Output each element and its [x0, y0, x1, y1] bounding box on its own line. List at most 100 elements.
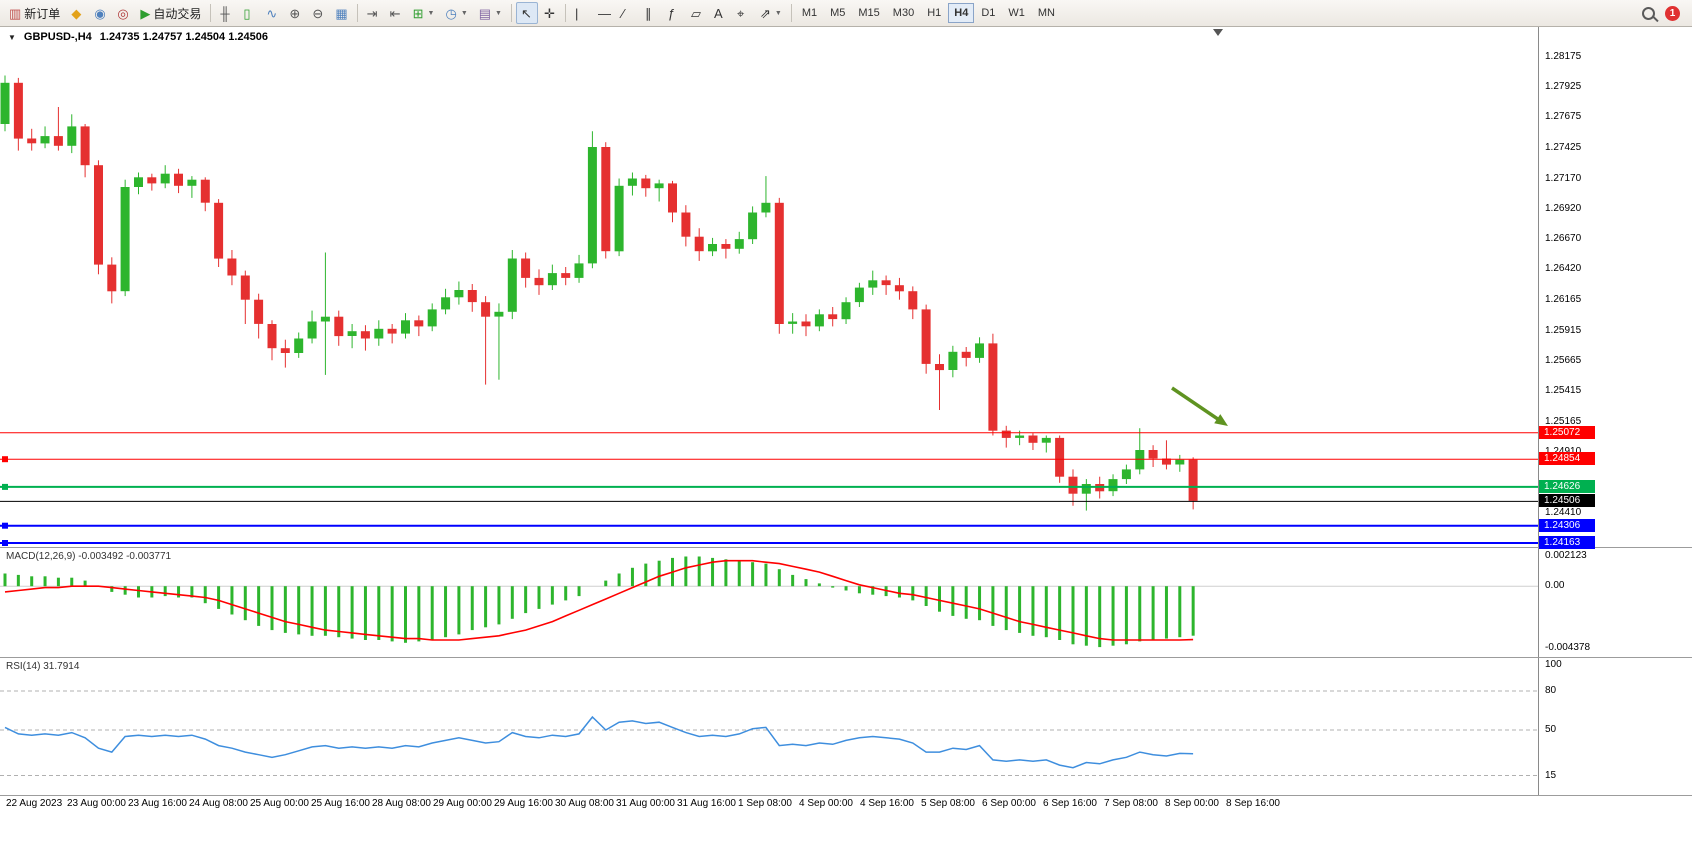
autotrading-button[interactable]: ▶ 自动交易 — [135, 2, 206, 24]
data-window-icon: ◉ — [94, 5, 106, 21]
rsi-axis-label: 100 — [1545, 659, 1562, 670]
vertical-line-button[interactable]: | — [570, 2, 592, 24]
time-label: 31 Aug 16:00 — [677, 798, 736, 809]
time-label: 4 Sep 00:00 — [799, 798, 853, 809]
text-label-button[interactable]: ⌖ — [732, 2, 754, 24]
time-label: 25 Aug 16:00 — [311, 798, 370, 809]
arrow-object-head[interactable] — [1214, 414, 1228, 426]
fibonacci-button[interactable]: ƒ — [663, 2, 685, 24]
crosshair-icon: ✛ — [543, 5, 555, 21]
text-button[interactable]: A — [709, 2, 731, 24]
macd-axis-label: 0.00 — [1545, 580, 1565, 592]
line-anchor[interactable] — [2, 540, 8, 546]
templates-button[interactable]: ▤ ▼ — [474, 2, 507, 24]
price-tick: 1.27925 — [1545, 81, 1582, 92]
candles — [0, 75, 1198, 511]
vertical-line-icon: | — [574, 5, 579, 21]
line-anchor[interactable] — [2, 456, 8, 463]
cursor-icon: ↖ — [520, 5, 532, 21]
zoom-in-button[interactable]: ⊕ — [284, 2, 306, 24]
chart-shift-button[interactable]: ⇤ — [385, 2, 407, 24]
bar-chart-button[interactable]: ╫ — [215, 2, 237, 24]
symbol-period-label[interactable]: GBPUSD-,H4 — [23, 31, 92, 43]
price-badge: 1.25072 — [1539, 425, 1595, 439]
timeframe-m1-button[interactable]: M1 — [801, 7, 818, 19]
time-label: 31 Aug 00:00 — [616, 798, 675, 809]
time-axis[interactable]: 22 Aug 2023 23 Aug 00:00 23 Aug 16:00 24 Au… — [0, 798, 1692, 814]
market-icon: ◎ — [117, 5, 129, 21]
panel-splitter[interactable] — [0, 657, 1692, 658]
candlestick-chart[interactable] — [0, 27, 1538, 547]
toolbar-separator — [790, 4, 792, 22]
panel-splitter — [0, 795, 1692, 796]
timeframe-m30-button[interactable]: M30 — [892, 7, 915, 19]
shapes-icon: ▱ — [690, 5, 701, 21]
timeframe-h1-button[interactable]: H1 — [927, 7, 942, 19]
timeframe-m15-button[interactable]: M15 — [858, 7, 880, 19]
new-order-button[interactable]: ▥ 新订单 — [4, 2, 65, 24]
timeframe-m5-button[interactable]: M5 — [830, 7, 846, 19]
arrow-object-icon: ⇗ — [759, 5, 771, 21]
cursor-button[interactable]: ↖ — [515, 2, 538, 24]
price-axis[interactable]: 1.28175 1.27925 1.27675 1.27425 1.27170 1.269… — [1539, 0, 1692, 856]
price-badge: 1.24626 — [1539, 479, 1595, 493]
macd-indicator-label: MACD(12,26,9) -0.003492 -0.003771 — [6, 551, 172, 562]
auto-scroll-button[interactable]: ⇥ — [362, 2, 384, 24]
time-label: 30 Aug 08:00 — [555, 798, 614, 809]
data-window-button[interactable]: ◉ — [89, 2, 111, 24]
line-anchor[interactable] — [2, 522, 8, 529]
dropdown-caret-icon: ▼ — [774, 9, 782, 17]
time-label: 28 Aug 08:00 — [372, 798, 431, 809]
price-badge: 1.24506 — [1539, 494, 1595, 508]
tile-windows-button[interactable]: ▦ — [330, 2, 352, 24]
timeframe-w1-button[interactable]: W1 — [1008, 7, 1025, 19]
toolbar-separator — [356, 4, 358, 22]
time-label: 25 Aug 00:00 — [250, 798, 309, 809]
price-tick: 1.24410 — [1545, 507, 1582, 519]
profiles-icon: ◆ — [71, 5, 82, 21]
periods-button[interactable]: ◷ ▼ — [440, 2, 472, 24]
dropdown-caret-icon: ▼ — [460, 9, 468, 17]
trendline-button[interactable]: ∕ — [617, 2, 639, 24]
line-anchor[interactable] — [2, 483, 8, 490]
time-label: 6 Sep 16:00 — [1043, 798, 1097, 809]
time-label: 1 Sep 08:00 — [738, 798, 792, 809]
horizontal-line-button[interactable]: — — [593, 2, 616, 24]
text-label-icon: ⌖ — [736, 5, 745, 21]
rsi-panel[interactable] — [0, 658, 1538, 795]
line-chart-button[interactable]: ∿ — [261, 2, 283, 24]
rsi-line — [4, 715, 1194, 769]
timeframe-d1-button[interactable]: D1 — [981, 7, 996, 19]
new-chart-button[interactable]: ⊞ ▼ — [408, 2, 440, 24]
panel-splitter[interactable] — [0, 547, 1692, 548]
timeframe-h4-button[interactable]: H4 — [948, 3, 975, 23]
one-click-trading-arrow-icon[interactable]: ▼ — [8, 32, 16, 42]
toolbar-right: 1 — [1642, 5, 1688, 21]
time-label: 29 Aug 00:00 — [433, 798, 492, 809]
crosshair-button[interactable]: ✛ — [539, 2, 561, 24]
notification-badge[interactable]: 1 — [1665, 5, 1680, 21]
profiles-button[interactable]: ◆ — [66, 2, 88, 24]
channel-icon: ∥ — [644, 5, 652, 21]
toolbar-items: ▥ 新订单 ◆ ◉ ◎ ▶ 自动交易 ╫ ▯ ∿ ⊕ ⊖ ▦ ⇥ ⇤ ⊞ ▼ ◷ ▼ ▤ ▼ ↖ ✛ | — ∕ ∥ ƒ ▱ A ⌖ ⇗ ▼ M1… — [4, 2, 1061, 24]
search-icon[interactable] — [1642, 6, 1655, 20]
price-tick: 1.26165 — [1545, 294, 1582, 306]
timeframe-mn-button[interactable]: MN — [1037, 7, 1055, 19]
arrows-button[interactable]: ⇗ ▼ — [755, 2, 787, 24]
macd-panel[interactable] — [0, 548, 1538, 657]
rsi-axis-label: 80 — [1545, 685, 1557, 696]
macd-axis-label: 0.002123 — [1545, 550, 1587, 562]
price-tick: 1.26670 — [1545, 233, 1582, 245]
chart-shift-marker-icon[interactable] — [1213, 29, 1223, 36]
shapes-button[interactable]: ▱ — [686, 2, 708, 24]
zoom-out-button[interactable]: ⊖ — [307, 2, 329, 24]
new-order-icon: ▥ — [9, 5, 22, 21]
price-tick: 1.25665 — [1545, 354, 1582, 366]
candlestick-chart-button[interactable]: ▯ — [238, 2, 260, 24]
market-button[interactable]: ◎ — [112, 2, 134, 24]
price-tick: 1.24910 — [1545, 446, 1581, 457]
channel-button[interactable]: ∥ — [640, 2, 662, 24]
arrow-object[interactable] — [1171, 386, 1222, 423]
fibonacci-icon: ƒ — [667, 5, 676, 21]
macd-histogram — [3, 556, 1195, 648]
